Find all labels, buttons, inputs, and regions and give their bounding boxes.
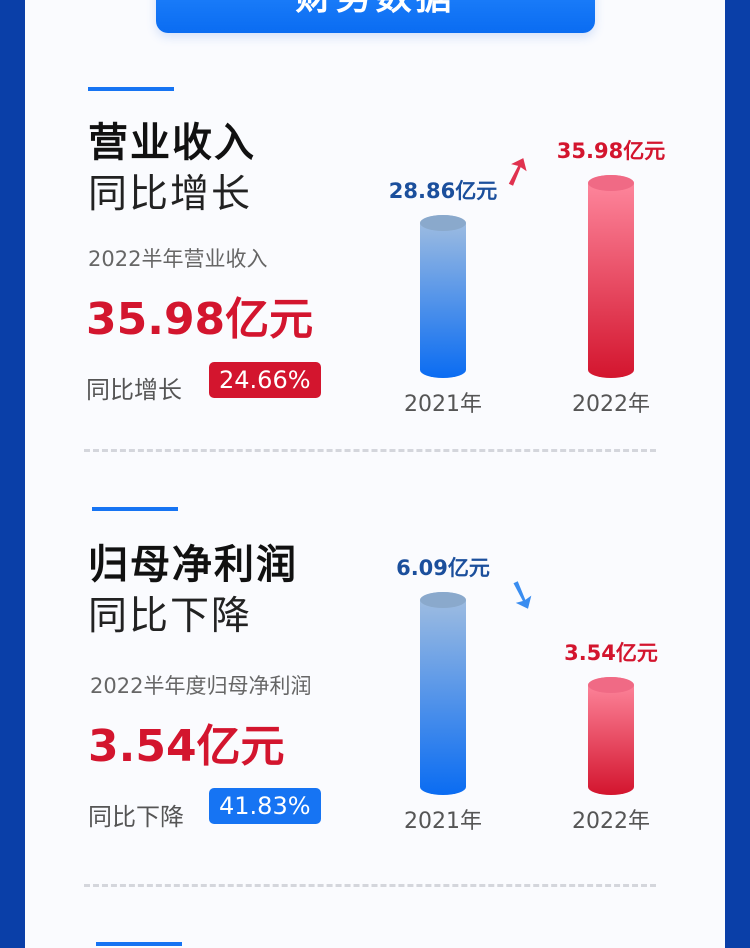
section-title: 归母净利润 xyxy=(88,542,298,588)
value-label: 6.09亿元 xyxy=(396,556,490,580)
divider xyxy=(84,884,656,887)
category-label: 2022年 xyxy=(572,392,650,417)
metric-label: 2022半年度归母净利润 xyxy=(90,674,312,698)
accent-bar xyxy=(92,507,178,511)
change-label: 同比增长 xyxy=(86,376,182,404)
section-subtitle: 同比增长 xyxy=(88,172,253,217)
category-label: 2022年 xyxy=(572,809,650,834)
accent-bar xyxy=(88,87,174,91)
section-subtitle: 同比下降 xyxy=(88,594,253,639)
bar-cap xyxy=(420,215,466,232)
value-label: 35.98亿元 xyxy=(556,139,666,163)
bar-2022年 xyxy=(588,175,634,378)
change-badge: 41.83% xyxy=(209,788,321,824)
section-banner: 财务数据 xyxy=(156,0,595,33)
metric-label: 2022半年营业收入 xyxy=(88,247,268,271)
bar-cap xyxy=(588,175,634,191)
value-label: 28.86亿元 xyxy=(388,179,498,204)
bar-2021年 xyxy=(420,215,466,378)
category-label: 2021年 xyxy=(404,809,482,834)
category-label: 2021年 xyxy=(404,392,482,417)
bar-cap xyxy=(588,677,634,693)
accent-bar xyxy=(96,942,182,946)
change-label: 同比下降 xyxy=(88,803,184,831)
value-label: 3.54亿元 xyxy=(564,641,658,665)
bar-2021年 xyxy=(420,592,466,795)
section-title: 营业收入 xyxy=(88,120,256,166)
metric-value: 35.98亿元 xyxy=(86,294,314,345)
divider xyxy=(84,449,656,452)
change-badge: 24.66% xyxy=(209,362,321,398)
bar-2022年 xyxy=(588,677,634,795)
metric-value: 3.54亿元 xyxy=(88,721,285,772)
bar-cap xyxy=(420,592,466,608)
